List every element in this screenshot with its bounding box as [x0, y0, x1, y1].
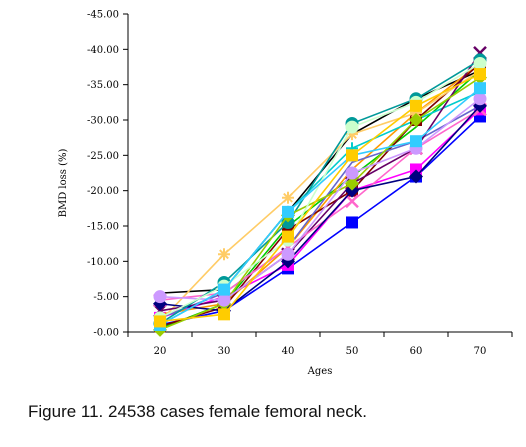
data-point [409, 113, 423, 127]
x-tick-label: 60 [410, 346, 423, 357]
data-point [473, 92, 487, 106]
series-15 [153, 92, 487, 307]
y-tick-label: -35.00 [87, 80, 119, 91]
series-1 [159, 69, 481, 294]
x-tick-label: 70 [474, 346, 487, 357]
x-axis-title: Ages [307, 366, 333, 377]
series-5 [159, 62, 481, 316]
series-line [159, 59, 481, 325]
series-layer [153, 45, 487, 337]
data-point [154, 315, 166, 328]
series-line [159, 69, 481, 294]
data-point [282, 191, 294, 204]
series-line [159, 98, 481, 302]
data-point [409, 169, 423, 184]
y-tick-label: -40.00 [87, 45, 119, 56]
figure-caption: Figure 11. 24538 cases female femoral ne… [28, 402, 367, 421]
data-point [281, 247, 295, 261]
data-point [153, 290, 167, 304]
data-point [345, 176, 359, 191]
data-point [345, 166, 359, 180]
data-point [346, 149, 358, 162]
data-point [474, 82, 486, 95]
data-point [410, 135, 422, 148]
series-9 [159, 105, 481, 319]
data-point [217, 293, 231, 307]
y-tick-label: -0.00 [93, 328, 119, 339]
data-point [218, 308, 230, 321]
y-tick-label: -10.00 [87, 257, 119, 268]
y-tick-label: -20.00 [87, 186, 119, 197]
y-tick-label: -45.00 [87, 10, 119, 21]
data-point [345, 194, 359, 209]
series-line [159, 105, 481, 319]
data-point [282, 205, 294, 218]
data-point [218, 283, 230, 296]
line-chart: -0.00 -5.00 -10.00 -15.00 -20.00 -25.00 -30.00… [58, 10, 513, 377]
y-axis-title: BMD loss (%) [58, 149, 69, 218]
series-line [159, 87, 481, 326]
data-point [282, 230, 294, 243]
marker-stroke [219, 249, 229, 260]
x-tick-label: 30 [218, 346, 231, 357]
y-tick-label: -15.00 [87, 222, 119, 233]
data-point [346, 216, 358, 229]
marker-stroke [283, 192, 293, 203]
data-point [345, 183, 359, 198]
x-tick-label: 50 [346, 346, 359, 357]
series-line [159, 62, 481, 328]
series-line [159, 69, 481, 322]
y-axis-ticks: -0.00 -5.00 -10.00 -15.00 -20.00 -25.00 -30.00… [87, 10, 128, 339]
x-axis-ticks: 20 30 40 50 60 70 [127, 332, 513, 357]
y-tick-label: -25.00 [87, 151, 119, 162]
series-2 [154, 110, 486, 331]
series-line [159, 115, 481, 326]
series-line [159, 108, 481, 301]
x-marker-stroke [345, 194, 359, 209]
series-18 [154, 68, 486, 328]
x-tick-label: 40 [282, 346, 295, 357]
series-line [159, 62, 481, 316]
data-point [474, 68, 486, 81]
data-point [410, 99, 422, 112]
data-point [473, 56, 487, 70]
data-point [345, 120, 359, 134]
series-line [159, 73, 481, 323]
series-line [159, 76, 481, 331]
y-tick-label: -5.00 [93, 292, 119, 303]
data-point [218, 248, 230, 261]
y-tick-label: -30.00 [87, 116, 119, 127]
series-line [159, 105, 481, 312]
x-tick-label: 20 [154, 346, 167, 357]
